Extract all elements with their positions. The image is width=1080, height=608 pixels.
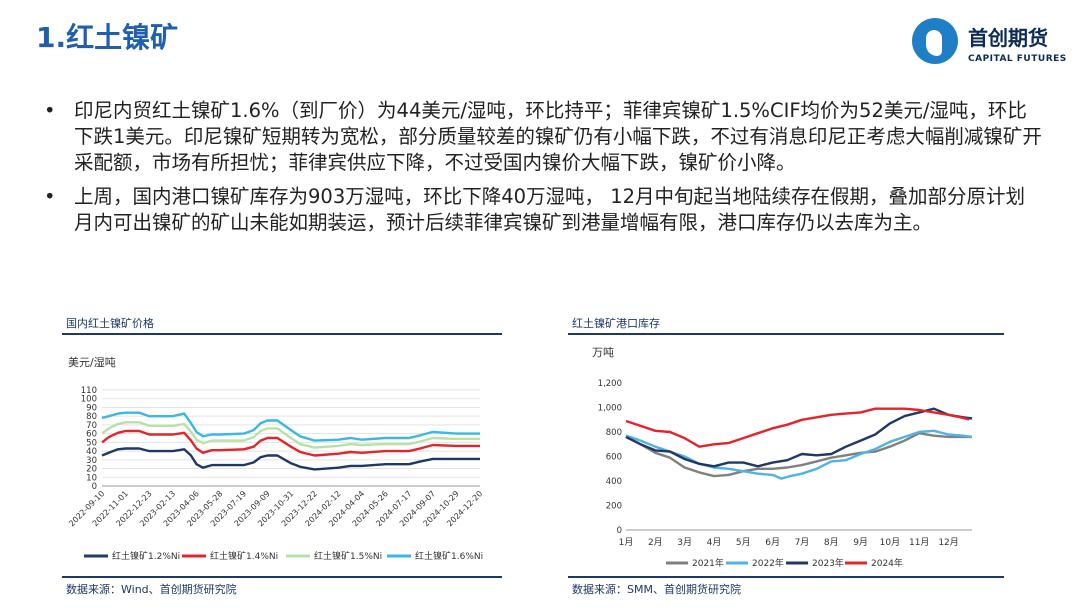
- panel-title: 国内红土镍矿价格: [66, 317, 154, 330]
- x-tick-label: 4月: [707, 537, 722, 548]
- bullet-item: • 印尼内贸红土镍矿1.6%（到厂价）为44美元/湿吨，环比持平；菲律宾镍矿1.…: [44, 98, 1044, 176]
- logo-name-cn: 首创期货: [968, 26, 1048, 50]
- inventory-line-chart: 0 200 400 600 800 1,000 1,200 1月 2月 3月 4月 5月 6月 7月 8月 9…: [598, 379, 973, 569]
- series-line: [101, 421, 480, 449]
- price-line-chart: 01020304050607080901001102022-09-102022-…: [67, 386, 484, 562]
- y-tick-label: 60: [86, 430, 97, 440]
- price-chart-panel: 国内红土镍矿价格 美元/湿吨 0 10 20 30 40 50 60 70 80 90 100 110…: [62, 312, 502, 598]
- y-tick-label: 70: [86, 421, 97, 431]
- data-source: 数据来源：Wind、首创期货研究院: [66, 583, 237, 596]
- legend-label: 2022年: [752, 557, 784, 569]
- y-tick-label: 800: [606, 428, 622, 438]
- series-line: [625, 407, 973, 468]
- y-tick-label: 600: [606, 453, 622, 463]
- panel-divider: [62, 333, 502, 335]
- y-tick-label: 200: [606, 502, 622, 512]
- series-line: [625, 429, 973, 480]
- series-line: [101, 447, 480, 471]
- y-tick-label: 80: [86, 412, 97, 422]
- bullet-text: 印尼内贸红土镍矿1.6%（到厂价）为44美元/湿吨，环比持平；菲律宾镍矿1.5%…: [74, 99, 1042, 174]
- bullet-item: • 上周，国内港口镍矿库存为903万湿吨，环比下降40万湿吨， 12月中旬起当地…: [44, 184, 1044, 236]
- brand-logo: 首创期货 CAPITAL FUTURES: [912, 14, 1072, 72]
- y-tick-label: 0: [617, 526, 622, 536]
- legend-label: 红土镍矿1.5%Ni: [314, 550, 382, 562]
- y-axis-unit: 万吨: [592, 346, 614, 359]
- legend-label: 2023年: [812, 557, 844, 569]
- y-tick-label: 1,200: [598, 379, 622, 389]
- y-tick-label: 10: [86, 473, 97, 483]
- legend-label: 2021年: [692, 557, 724, 569]
- y-tick-label: 30: [86, 456, 97, 466]
- panel-divider: [568, 576, 1004, 578]
- bullet-dot: •: [44, 99, 56, 122]
- logo-name-en: CAPITAL FUTURES: [968, 54, 1067, 64]
- y-tick-label: 20: [86, 465, 97, 475]
- series-line: [625, 407, 970, 448]
- y-tick-label: 40: [86, 447, 97, 457]
- y-axis-unit: 美元/湿吨: [68, 356, 116, 369]
- y-tick-label: 50: [86, 438, 97, 448]
- y-tick-label: 400: [606, 477, 622, 487]
- x-tick-label: 3月: [677, 537, 692, 548]
- y-tick-label: 1,000: [598, 404, 622, 414]
- x-tick-label: 8月: [824, 537, 839, 548]
- x-tick-label: 5月: [736, 537, 751, 548]
- legend-label: 红土镍矿1.2%Ni: [112, 550, 180, 562]
- y-tick-label: 100: [81, 395, 97, 405]
- x-tick-label: 6月: [765, 537, 780, 548]
- y-tick-label: 110: [81, 386, 97, 396]
- logo-icon: [912, 18, 958, 64]
- series-line: [101, 411, 480, 442]
- inventory-chart-panel: 红土镍矿港口库存 万吨 0 200 400 600 800 1,000 1,200 1月 2月 3…: [568, 312, 1004, 598]
- x-tick-label: 12月: [938, 537, 958, 548]
- panel-divider: [568, 333, 1004, 335]
- x-tick-label: 2月: [648, 537, 663, 548]
- x-tick-label: 9月: [853, 537, 868, 548]
- series-line: [101, 429, 480, 457]
- legend-label: 红土镍矿1.6%Ni: [415, 550, 483, 562]
- page-title: 1.红土镍矿: [36, 21, 179, 54]
- x-tick-label: 1月: [619, 537, 634, 548]
- bullet-dot: •: [44, 185, 56, 208]
- panel-divider: [62, 576, 502, 578]
- x-tick-label: 11月: [909, 537, 929, 548]
- legend-label: 红土镍矿1.4%Ni: [210, 550, 278, 562]
- y-tick-label: 0: [92, 482, 97, 492]
- data-source: 数据来源：SMM、首创期货研究院: [572, 583, 741, 596]
- panel-title: 红土镍矿港口库存: [572, 317, 660, 330]
- bullet-text: 上周，国内港口镍矿库存为903万湿吨，环比下降40万湿吨， 12月中旬起当地陆续…: [74, 185, 1026, 234]
- x-tick-label: 10月: [880, 537, 900, 548]
- bullet-list: • 印尼内贸红土镍矿1.6%（到厂价）为44美元/湿吨，环比持平；菲律宾镍矿1.…: [44, 98, 1044, 244]
- y-tick-label: 90: [86, 403, 97, 413]
- legend-label: 2024年: [871, 557, 903, 569]
- x-tick-label: 7月: [795, 537, 810, 548]
